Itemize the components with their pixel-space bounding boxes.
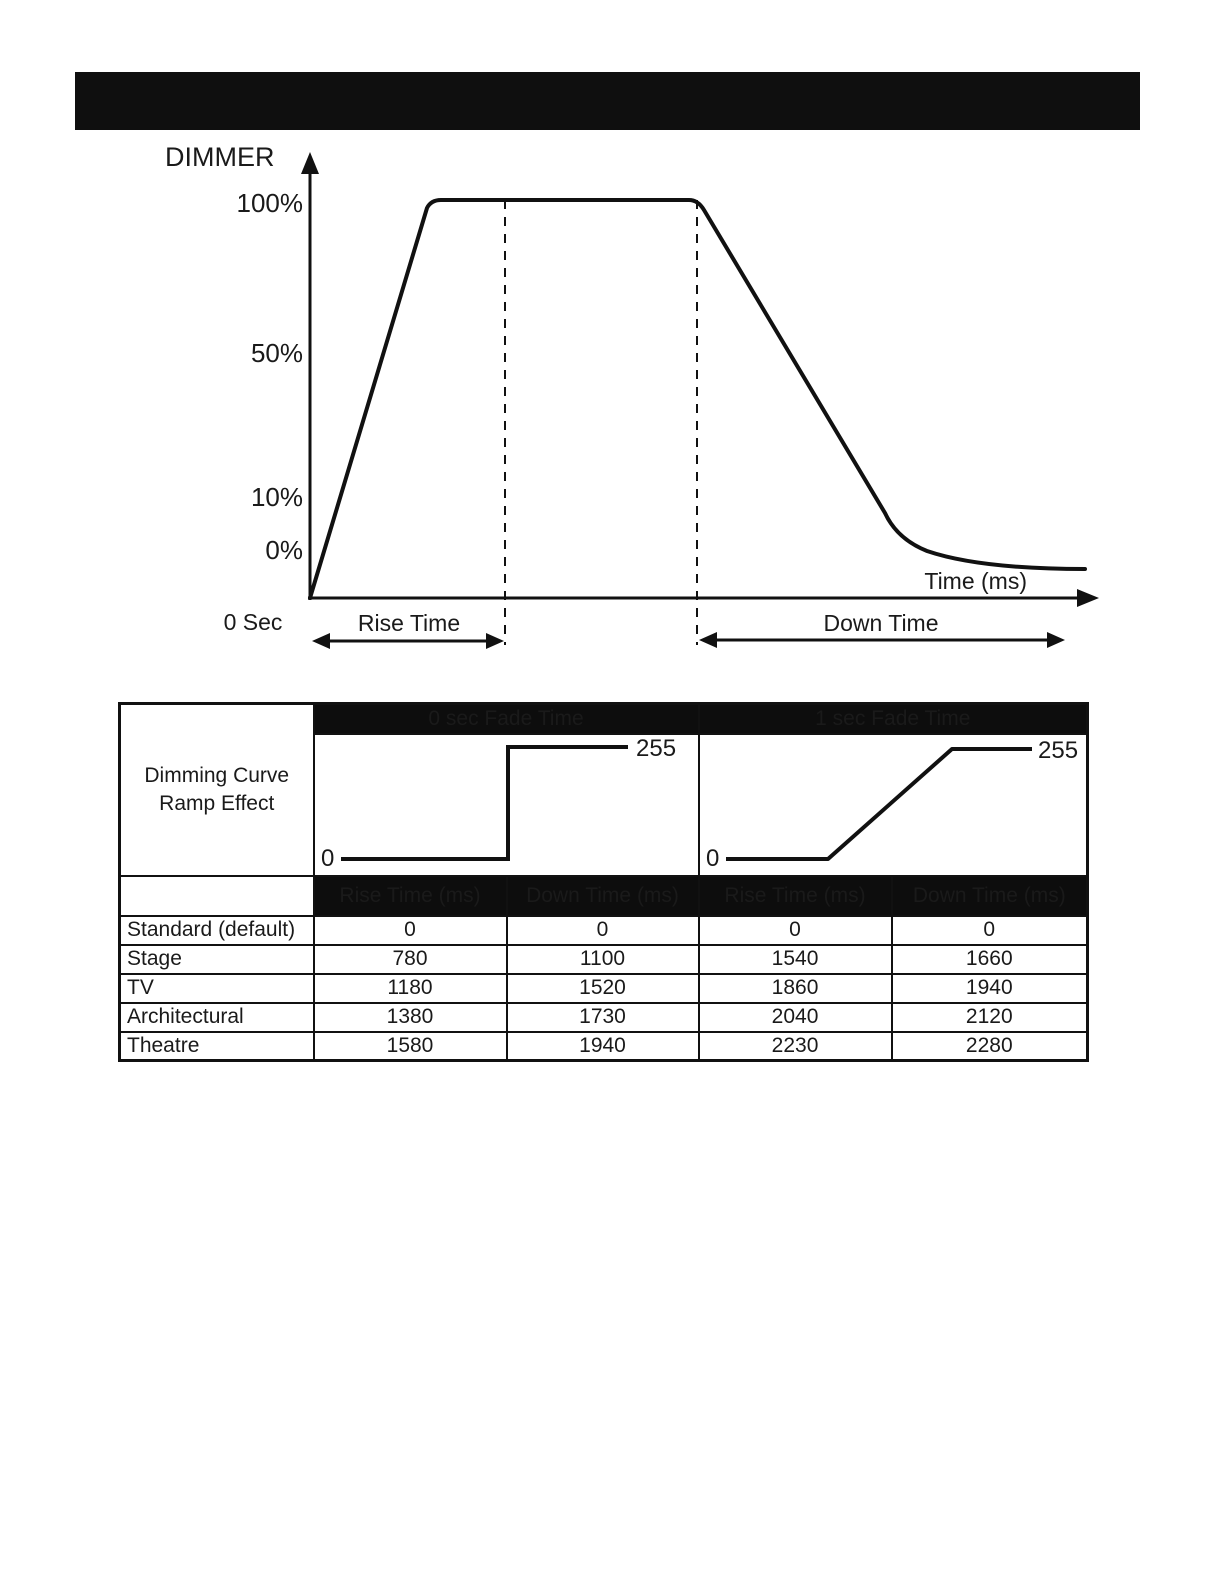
step-min-label: 0 bbox=[321, 845, 334, 872]
col-header-rise-1: Rise Time (ms) bbox=[697, 874, 893, 917]
cell-value: 2280 bbox=[890, 1030, 1089, 1062]
col-header-down-1: Down Time (ms) bbox=[890, 874, 1089, 917]
rise-time-label: Rise Time bbox=[358, 610, 460, 636]
ramp-graph-cell: 0 255 bbox=[697, 732, 1089, 877]
cell-value: 0 bbox=[697, 914, 893, 946]
step-curve bbox=[340, 744, 628, 861]
ramp-max-label: 255 bbox=[1038, 737, 1078, 764]
down-arrow-right-icon bbox=[1047, 632, 1065, 648]
cell-value: 2230 bbox=[697, 1030, 893, 1062]
dimmer-curve bbox=[308, 198, 1087, 600]
timing-table: Dimming Curve Ramp Effect 0 sec Fade Tim… bbox=[118, 702, 1090, 1062]
row-label: TV bbox=[118, 972, 315, 1004]
corner-label: Dimming Curve Ramp Effect bbox=[118, 702, 315, 877]
cell-value: 1380 bbox=[312, 1001, 508, 1033]
table-row: Stage 780 1100 1540 1660 bbox=[118, 943, 1089, 975]
cell-value: 1860 bbox=[697, 972, 893, 1004]
header-bar bbox=[75, 72, 1140, 130]
cell-value: 0 bbox=[505, 914, 700, 946]
y-axis-arrow-icon bbox=[301, 152, 319, 174]
row-label: Theatre bbox=[118, 1030, 315, 1062]
row-label: Standard (default) bbox=[118, 914, 315, 946]
y-tick-50: 50% bbox=[251, 338, 303, 368]
cell-value: 2120 bbox=[890, 1001, 1089, 1033]
rise-arrow-left-icon bbox=[312, 633, 330, 649]
cell-value: 1940 bbox=[890, 972, 1089, 1004]
y-tick-0: 0% bbox=[265, 535, 303, 565]
cell-value: 2040 bbox=[697, 1001, 893, 1033]
cell-value: 1540 bbox=[697, 943, 893, 975]
fade-header-1sec: 1 sec Fade Time bbox=[697, 702, 1089, 735]
cell-value: 1730 bbox=[505, 1001, 700, 1033]
ramp-curve bbox=[725, 746, 1032, 861]
step-graph-cell: 0 255 bbox=[312, 732, 700, 877]
dimmer-diagram: DIMMER 100% 50% 10% 0% Time (ms) 0 Sec R… bbox=[75, 138, 1115, 673]
subheader-spacer bbox=[118, 874, 315, 917]
cell-value: 1180 bbox=[312, 972, 508, 1004]
cell-value: 1940 bbox=[505, 1030, 700, 1062]
down-arrow-left-icon bbox=[699, 632, 717, 648]
table-row: TV 1180 1520 1860 1940 bbox=[118, 972, 1089, 1004]
x-axis-arrow-icon bbox=[1077, 589, 1099, 607]
cell-value: 0 bbox=[312, 914, 508, 946]
y-tick-10: 10% bbox=[251, 482, 303, 512]
table-row: Standard (default) 0 0 0 0 bbox=[118, 914, 1089, 946]
table-row: Theatre 1580 1940 2230 2280 bbox=[118, 1030, 1089, 1062]
step-max-label: 255 bbox=[636, 735, 676, 762]
row-label: Architectural bbox=[118, 1001, 315, 1033]
rise-arrow-right-icon bbox=[486, 633, 504, 649]
cell-value: 780 bbox=[312, 943, 508, 975]
y-tick-100: 100% bbox=[237, 188, 304, 218]
fade-header-0sec: 0 sec Fade Time bbox=[312, 702, 700, 735]
col-header-rise-0: Rise Time (ms) bbox=[312, 874, 508, 917]
cell-value: 1660 bbox=[890, 943, 1089, 975]
cell-value: 0 bbox=[890, 914, 1089, 946]
down-time-label: Down Time bbox=[823, 610, 938, 636]
ramp-min-label: 0 bbox=[706, 845, 719, 872]
x-axis-label: Time (ms) bbox=[924, 568, 1027, 594]
row-label: Stage bbox=[118, 943, 315, 975]
cell-value: 1520 bbox=[505, 972, 700, 1004]
col-header-down-0: Down Time (ms) bbox=[505, 874, 700, 917]
cell-value: 1580 bbox=[312, 1030, 508, 1062]
diagram-title: DIMMER bbox=[165, 142, 275, 172]
origin-label: 0 Sec bbox=[224, 609, 283, 635]
table-row: Architectural 1380 1730 2040 2120 bbox=[118, 1001, 1089, 1033]
cell-value: 1100 bbox=[505, 943, 700, 975]
